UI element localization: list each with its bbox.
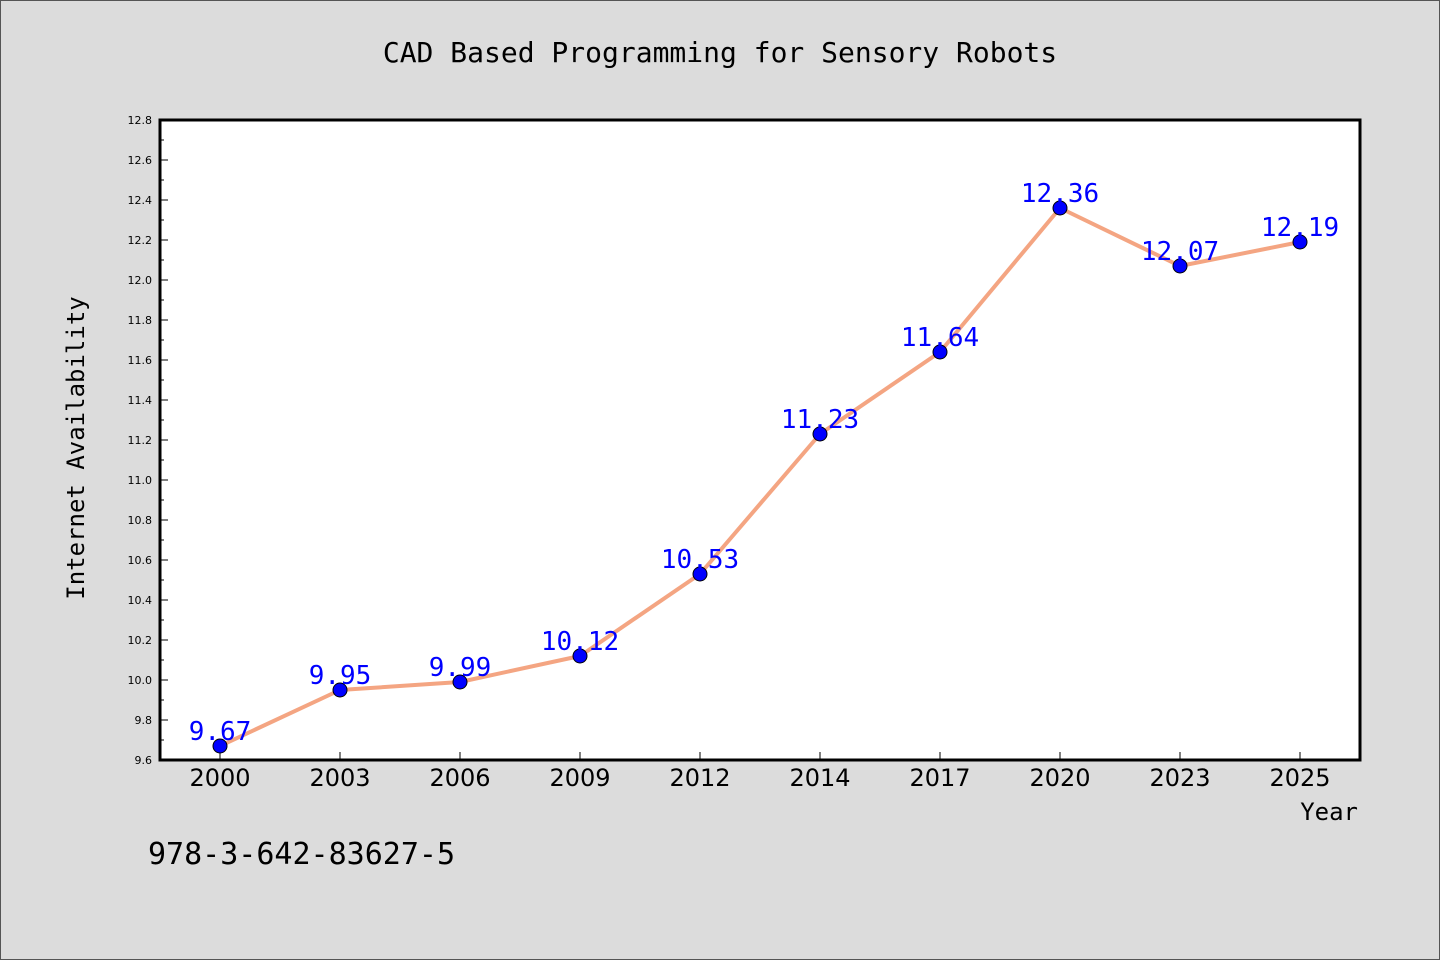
data-label: 9.95 — [309, 661, 372, 691]
y-tick-label: 12.2 — [128, 234, 153, 247]
y-tick-label: 10.6 — [128, 554, 153, 567]
y-tick-label: 11.2 — [128, 434, 153, 447]
data-label: 12.07 — [1141, 237, 1219, 267]
x-tick-label: 2012 — [669, 764, 730, 792]
y-tick-label: 11.4 — [128, 394, 153, 407]
data-label: 11.64 — [901, 323, 979, 353]
data-point — [932, 344, 948, 360]
y-tick-label: 11.0 — [128, 474, 153, 487]
y-tick-label: 10.4 — [128, 594, 153, 607]
x-tick-label: 2014 — [789, 764, 850, 792]
y-tick-label: 10.0 — [128, 674, 153, 687]
x-tick-label: 2006 — [429, 764, 490, 792]
y-tick-label: 12.8 — [128, 114, 153, 127]
x-tick-label: 2023 — [1149, 764, 1210, 792]
data-point — [1292, 234, 1308, 250]
data-point — [452, 674, 468, 690]
data-label: 12.19 — [1261, 213, 1339, 243]
data-label: 9.99 — [429, 653, 492, 683]
x-tick-label: 2017 — [909, 764, 970, 792]
data-labels: 9.67 9.95 9.99 10.12 10.53 11.23 11.64 12.36 12.… — [189, 179, 1339, 747]
series-markers — [212, 200, 1308, 754]
series-line — [219, 206, 1301, 748]
y-tick-label: 12.6 — [128, 154, 153, 167]
isbn-text: 978-3-642-83627-5 — [148, 837, 455, 872]
data-label: 10.12 — [541, 627, 619, 657]
x-axis-title: Year — [1300, 798, 1358, 826]
data-label: 12.36 — [1021, 179, 1099, 209]
y-tick-label: 10.8 — [128, 514, 153, 527]
data-point — [1052, 200, 1068, 216]
data-point — [212, 738, 228, 754]
y-axis-title: Internet Availability — [62, 296, 90, 599]
data-point — [332, 682, 348, 698]
data-point — [692, 566, 708, 582]
y-axis: 9.6 9.8 10.0 10.2 10.4 10.6 10.8 11.0 11.2 11.4 11… — [128, 114, 168, 767]
data-label: 9.67 — [189, 717, 252, 747]
x-tick-label: 2025 — [1269, 764, 1330, 792]
x-axis: 2000 2003 2006 2009 2012 2014 2017 2020 2023 2025 — [189, 752, 1331, 792]
y-tick-label: 11.8 — [128, 314, 153, 327]
x-tick-label: 2000 — [189, 764, 250, 792]
x-tick-label: 2020 — [1029, 764, 1090, 792]
y-tick-label: 9.6 — [135, 754, 153, 767]
plot-area — [158, 118, 1362, 762]
y-tick-label: 12.4 — [128, 194, 153, 207]
y-tick-label: 10.2 — [128, 634, 153, 647]
y-tick-label: 11.6 — [128, 354, 153, 367]
chart-title: CAD Based Programming for Sensory Robots — [383, 36, 1057, 69]
y-tick-label: 9.8 — [135, 714, 153, 727]
data-label: 10.53 — [661, 545, 739, 575]
y-tick-label: 12.0 — [128, 274, 153, 287]
data-point — [572, 648, 588, 664]
data-label: 11.23 — [781, 405, 859, 435]
x-tick-label: 2009 — [549, 764, 610, 792]
data-point — [812, 426, 828, 442]
data-point — [1172, 258, 1188, 274]
x-tick-label: 2003 — [309, 764, 370, 792]
